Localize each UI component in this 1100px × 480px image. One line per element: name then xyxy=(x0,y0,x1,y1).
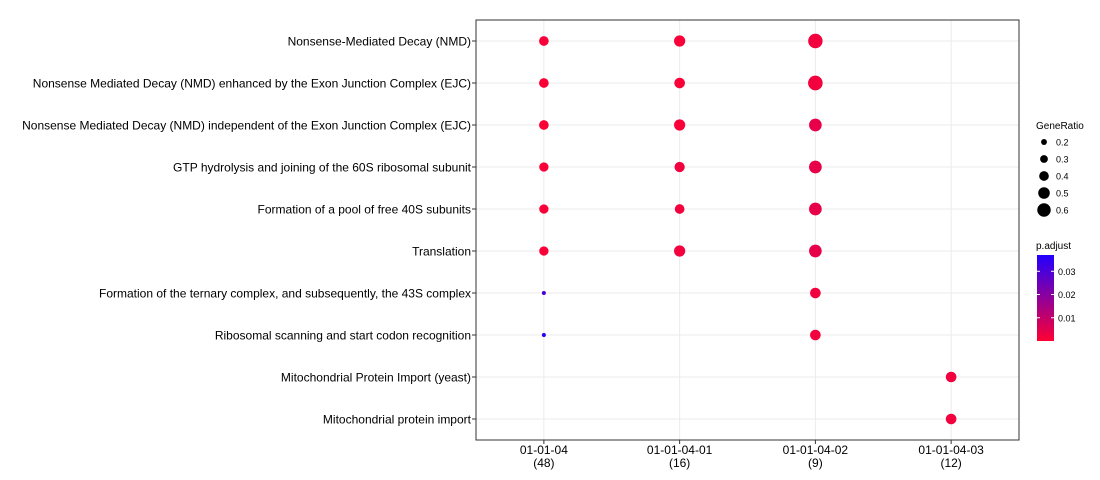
data-point xyxy=(674,119,686,131)
y-tick-label: Nonsense Mediated Decay (NMD) independen… xyxy=(22,119,471,133)
p-adjust-colorbar xyxy=(1037,255,1054,341)
x-tick-count-label: (16) xyxy=(669,456,690,470)
data-point xyxy=(674,204,685,214)
data-point xyxy=(539,204,549,214)
y-axis: Nonsense-Mediated Decay (NMD) Nonsense Me… xyxy=(22,35,476,427)
y-tick-label: Mitochondrial protein import xyxy=(323,413,472,427)
generatio-legend-title: GeneRatio xyxy=(1036,121,1084,132)
plot-panel-border xyxy=(475,19,1020,441)
p-adjust-legend-label: 0.02 xyxy=(1058,290,1076,300)
data-point xyxy=(674,245,686,257)
generatio-legend-dot xyxy=(1041,139,1047,145)
data-point xyxy=(808,75,823,91)
y-tick-label: Ribosomal scanning and start codon recog… xyxy=(215,329,471,343)
generatio-legend-dot xyxy=(1039,171,1049,181)
data-point xyxy=(809,118,822,132)
x-tick-count-label: (48) xyxy=(533,456,554,470)
p-adjust-legend-label: 0.01 xyxy=(1058,313,1076,323)
data-point xyxy=(945,371,957,383)
x-tick-label: 01-01-04-02 xyxy=(783,443,849,457)
y-tick-label: Formation of the ternary complex, and su… xyxy=(99,287,471,301)
data-point xyxy=(539,162,549,172)
data-point xyxy=(809,202,822,216)
p-adjust-legend-label: 0.03 xyxy=(1058,267,1076,277)
generatio-legend-label: 0.5 xyxy=(1056,189,1069,199)
generatio-legend-dot xyxy=(1040,155,1048,163)
data-point xyxy=(674,77,685,89)
p-adjust-legend: p.adjust 0.01 0.02 0.03 xyxy=(1036,241,1076,341)
y-tick-label: Translation xyxy=(412,245,471,259)
y-tick-label: Formation of a pool of free 40S subunits xyxy=(258,203,471,217)
generatio-legend: GeneRatio 0.2 0.3 0.4 0.5 0.6 xyxy=(1036,121,1084,217)
x-tick-count-label: (9) xyxy=(808,456,823,470)
p-adjust-legend-title: p.adjust xyxy=(1036,241,1071,252)
x-tick-count-label: (12) xyxy=(940,456,961,470)
data-point xyxy=(541,291,546,295)
generatio-legend-label: 0.6 xyxy=(1056,206,1069,216)
data-point xyxy=(541,333,546,337)
data-point xyxy=(945,413,957,425)
data-point xyxy=(810,329,821,341)
y-tick-label: Nonsense Mediated Decay (NMD) enhanced b… xyxy=(33,77,471,91)
generatio-legend-label: 0.2 xyxy=(1056,138,1069,148)
x-tick-label: 01-01-04-01 xyxy=(647,443,713,457)
data-point xyxy=(809,244,822,258)
data-point xyxy=(539,246,549,256)
y-tick-label: Mitochondrial Protein Import (yeast) xyxy=(281,371,471,385)
generatio-legend-dot xyxy=(1037,203,1051,217)
y-tick-label: Nonsense-Mediated Decay (NMD) xyxy=(288,35,471,49)
data-points xyxy=(539,33,957,425)
generatio-legend-label: 0.4 xyxy=(1056,172,1069,182)
y-tick-label: GTP hydrolysis and joining of the 60S ri… xyxy=(173,161,472,175)
data-point xyxy=(539,120,549,130)
data-point xyxy=(808,33,823,49)
data-point xyxy=(674,161,685,173)
x-tick-label: 01-01-04-03 xyxy=(918,443,984,457)
generatio-legend-dot xyxy=(1038,187,1050,199)
x-axis: 01-01-04(48) 01-01-04-01(16) 01-01-04-02(9… xyxy=(520,440,984,470)
grid-lines xyxy=(476,20,1019,440)
data-point xyxy=(539,78,549,88)
x-tick-label: 01-01-04 xyxy=(520,443,568,457)
data-point xyxy=(809,160,822,174)
data-point xyxy=(810,287,821,299)
generatio-legend-label: 0.3 xyxy=(1056,155,1069,165)
data-point xyxy=(674,35,686,47)
data-point xyxy=(539,36,549,46)
